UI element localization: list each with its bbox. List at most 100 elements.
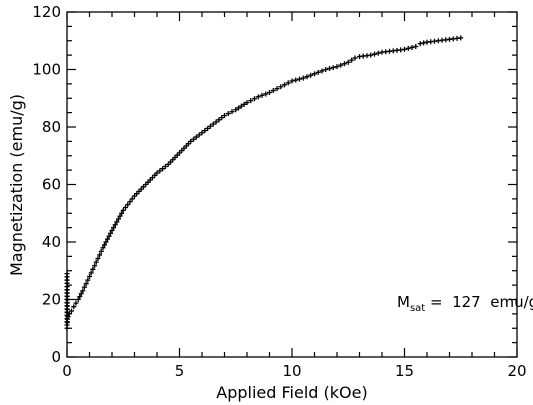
data-point <box>77 294 83 300</box>
data-point <box>75 297 81 302</box>
y-axis-title: Magnetization (emu/g) <box>7 94 26 276</box>
x-tick-label: 5 <box>175 362 185 380</box>
data-point <box>119 210 125 216</box>
data-point <box>83 281 89 287</box>
data-point <box>216 117 222 123</box>
data-point <box>405 45 411 51</box>
data-point <box>97 252 103 258</box>
data-point <box>205 125 211 131</box>
data-point <box>349 57 355 63</box>
data-point <box>199 130 205 136</box>
data-point <box>92 263 98 269</box>
data-point <box>80 288 86 294</box>
data-point <box>421 40 427 46</box>
data-point <box>300 75 306 81</box>
data-point <box>95 256 101 262</box>
data-point <box>202 128 208 134</box>
data-point <box>69 308 74 314</box>
data-point <box>102 242 107 248</box>
x-tick-label: 15 <box>395 362 414 380</box>
data-point <box>78 291 84 297</box>
y-tick-label: 0 <box>51 348 61 366</box>
data-point <box>112 222 118 228</box>
data-point <box>255 94 261 100</box>
data-point <box>207 123 213 129</box>
data-point <box>312 71 317 77</box>
data-point <box>109 228 115 233</box>
data-point <box>106 233 112 239</box>
data-point <box>368 52 374 58</box>
annotation-subscript: sat <box>410 303 425 314</box>
data-point <box>88 270 94 276</box>
data-point <box>64 320 70 325</box>
data-point <box>285 80 291 86</box>
data-point <box>188 138 194 144</box>
x-axis-title: Applied Field (kOe) <box>216 383 367 402</box>
y-tick-labels: 0 20 40 60 80 100 120 <box>32 3 61 366</box>
data-point <box>238 103 244 109</box>
data-point <box>338 62 344 68</box>
x-tick-label: 10 <box>282 362 301 380</box>
data-point <box>219 115 225 121</box>
data-point <box>252 96 257 102</box>
annotation-symbol: M <box>397 293 410 311</box>
y-tick-label: 60 <box>42 176 61 194</box>
data-point <box>213 119 219 125</box>
data-point <box>304 74 310 80</box>
data-point <box>196 132 202 138</box>
data-point <box>274 86 280 92</box>
data-point <box>127 199 133 205</box>
data-point <box>259 92 265 98</box>
data-point <box>297 76 302 82</box>
data-point <box>308 72 314 78</box>
data-point <box>289 78 295 84</box>
data-point <box>458 35 464 41</box>
data-point <box>98 248 104 254</box>
data-point <box>345 59 351 65</box>
data-point <box>375 50 381 56</box>
x-tick-labels: 0 5 10 15 20 <box>62 362 526 380</box>
data-point <box>157 168 163 174</box>
data-point <box>100 245 106 251</box>
data-point <box>334 64 340 70</box>
data-point <box>120 207 126 213</box>
y-tick-label: 20 <box>42 291 61 309</box>
data-point <box>241 101 247 107</box>
data-point <box>342 61 347 67</box>
data-point <box>210 121 216 127</box>
data-point <box>125 202 131 208</box>
data-point <box>372 51 377 57</box>
data-point <box>73 300 79 306</box>
y-tick-label: 80 <box>42 118 61 136</box>
data-point <box>352 55 358 61</box>
data-point <box>327 66 332 72</box>
data-point <box>114 219 120 225</box>
data-point <box>330 65 336 71</box>
y-tick-label: 40 <box>42 233 61 251</box>
data-point <box>111 225 117 231</box>
data-point <box>282 82 287 88</box>
data-point <box>267 90 272 95</box>
data-point <box>129 196 135 202</box>
data-point <box>293 77 299 83</box>
data-point <box>162 164 168 170</box>
data-points <box>64 35 464 331</box>
data-point <box>66 311 72 317</box>
y-tick-label: 120 <box>32 3 61 21</box>
data-point <box>417 41 423 47</box>
data-point <box>225 111 231 117</box>
data-point <box>71 304 77 310</box>
data-point <box>233 107 239 113</box>
data-point <box>222 113 227 118</box>
data-point <box>160 166 166 172</box>
data-point <box>81 284 87 290</box>
data-point <box>409 44 415 50</box>
data-point <box>85 277 91 283</box>
data-point <box>270 88 276 94</box>
data-point <box>103 239 109 245</box>
data-point <box>108 230 113 236</box>
data-point <box>278 84 284 90</box>
data-point <box>323 67 329 72</box>
saturation-annotation: Msat = 127 emu/g <box>397 293 533 314</box>
data-point <box>248 98 254 104</box>
